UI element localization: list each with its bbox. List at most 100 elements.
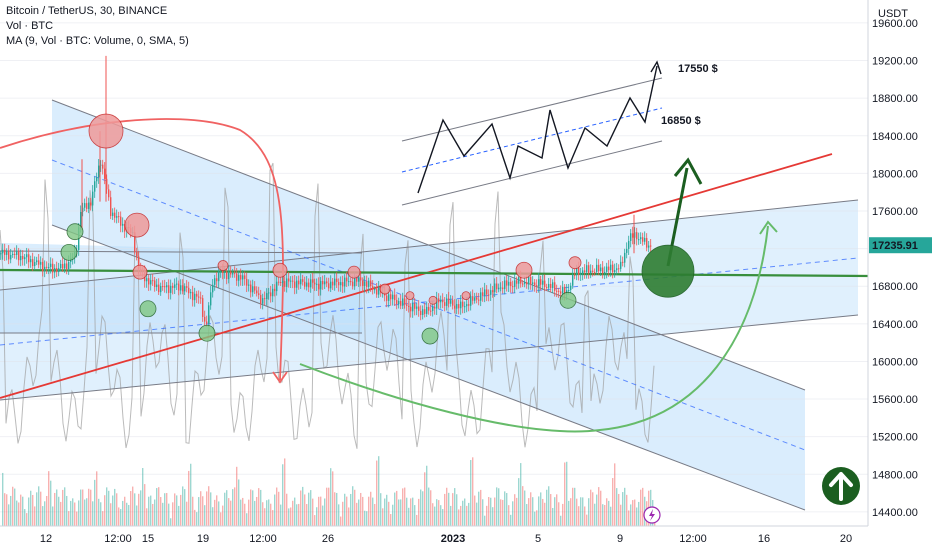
candle-body (8, 251, 10, 260)
candle-body (482, 292, 484, 296)
volume-bar (442, 509, 444, 526)
volume-bar (358, 499, 360, 526)
volume-bar (498, 488, 500, 526)
volume-bar (508, 505, 510, 526)
volume-bar (308, 492, 310, 526)
candle-body (404, 298, 406, 305)
candle-body (562, 286, 564, 294)
volume-bar (110, 503, 112, 526)
volume-bar (480, 489, 482, 526)
candle-body (6, 251, 8, 255)
volume-ma-line (0, 162, 655, 449)
candle-body (590, 270, 592, 273)
candle-body (254, 286, 256, 291)
green-marker (421, 327, 439, 345)
volume-bar (584, 506, 586, 526)
volume-bar (72, 498, 74, 526)
ma-indicator-label[interactable]: MA (9, Vol · BTC: Volume, 0, SMA, 5) (6, 35, 189, 47)
candle-body (410, 306, 412, 312)
symbol-title[interactable]: Bitcoin / TetherUS, 30, BINANCE (6, 5, 168, 17)
candle-body (294, 281, 296, 288)
candle-body (240, 275, 242, 280)
volume-indicator-label[interactable]: Vol · BTC (6, 20, 54, 32)
candle-body (334, 278, 336, 286)
candle-body (592, 270, 594, 272)
volume-bar (388, 501, 390, 526)
candle-body (584, 270, 586, 273)
volume-bar (186, 501, 188, 526)
volume-bar (250, 489, 252, 526)
candle-body (400, 301, 402, 306)
candle-body (428, 306, 430, 311)
volume-bar (116, 493, 118, 526)
volume-bar (66, 495, 68, 526)
volume-bar (384, 498, 386, 526)
candle-body (62, 263, 64, 269)
volume-bar (326, 487, 328, 526)
volume-bar (492, 507, 494, 526)
candle-body (236, 273, 238, 281)
volume-bar (148, 496, 150, 526)
volume-bar (4, 493, 6, 526)
candle-body (632, 233, 634, 238)
volume-bar (312, 498, 314, 526)
green-marker (139, 300, 157, 318)
green-marker (60, 243, 78, 261)
volume-bar (366, 511, 368, 526)
candle-body (4, 249, 6, 255)
red-marker (88, 113, 124, 149)
volume-bar (222, 505, 224, 526)
candle-body (368, 280, 370, 287)
volume-bar (96, 471, 98, 526)
volume-bar (342, 501, 344, 526)
volume-bar (94, 479, 96, 526)
candle-body (94, 181, 96, 192)
candle-body (232, 272, 234, 275)
candle-body (156, 284, 158, 288)
candle-body (354, 278, 356, 287)
candle-body (516, 280, 518, 284)
volume-bar (184, 489, 186, 526)
price-tick-label: 18800.00 (872, 93, 918, 105)
candle-body (414, 303, 416, 309)
candle-body (290, 280, 292, 282)
candle-body (206, 321, 208, 324)
candle-body (450, 300, 452, 304)
red-arrow-head (272, 371, 288, 384)
candle-body (268, 292, 270, 294)
time-tick-label: 12 (40, 533, 52, 545)
volume-bar (420, 489, 422, 526)
volume-bar (82, 489, 84, 526)
volume-bar (52, 506, 54, 526)
volume-bar (490, 497, 492, 526)
candle-body (104, 168, 106, 179)
candle-body (370, 280, 372, 287)
candle-body (20, 255, 22, 261)
volume-bar (364, 510, 366, 526)
flash-icon[interactable] (643, 506, 661, 524)
candle-body (160, 286, 162, 293)
candle-body (530, 276, 532, 284)
volume-bar (112, 495, 114, 526)
volume-bar (526, 504, 528, 526)
volume-bar (152, 503, 154, 526)
volume-bar (604, 504, 606, 526)
candle-body (12, 253, 14, 255)
volume-bar (134, 493, 136, 526)
candle-body (332, 281, 334, 286)
candle-body (374, 289, 376, 291)
volume-bar (46, 495, 48, 526)
volume-bar (380, 493, 382, 526)
candle-body (572, 274, 574, 286)
volume-bar (626, 494, 628, 526)
arrow-up-circle-icon[interactable] (822, 467, 860, 505)
candle-body (350, 281, 352, 283)
volume-bar (2, 472, 4, 526)
volume-bar (564, 462, 566, 526)
candle-body (66, 263, 68, 270)
volume-bar (628, 510, 630, 526)
candle-body (312, 279, 314, 283)
candle-body (420, 310, 422, 315)
volume-bar (6, 494, 8, 526)
